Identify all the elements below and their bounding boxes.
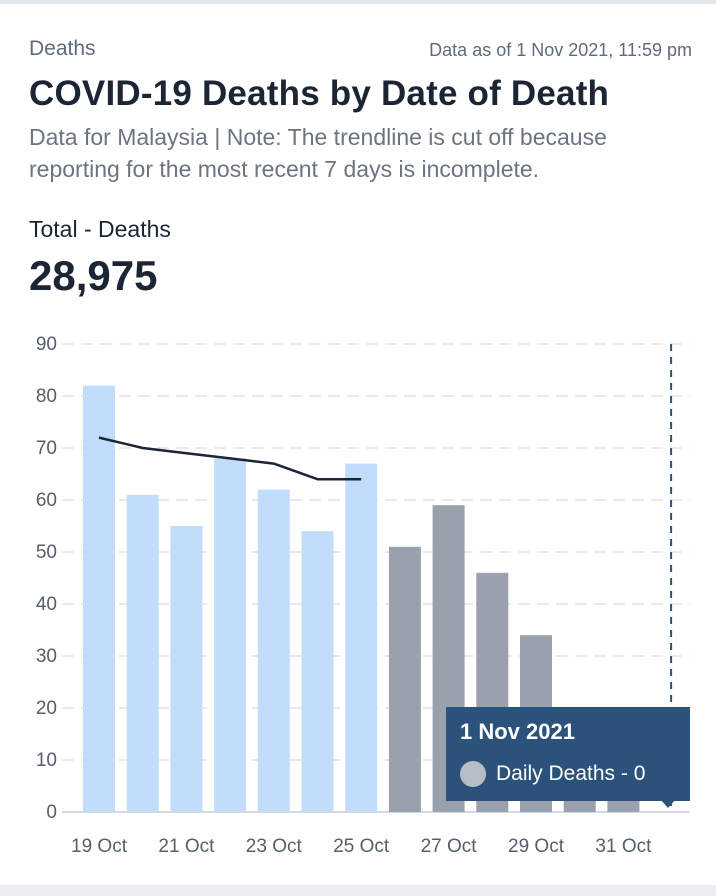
- chart-tooltip: 1 Nov 2021 Daily Deaths - 0: [446, 707, 690, 801]
- x-tick-label: 23 Oct: [246, 836, 303, 857]
- bar[interactable]: [170, 526, 203, 812]
- bar[interactable]: [83, 385, 115, 812]
- total-value: 28,975: [29, 252, 158, 299]
- y-tick-label: 30: [36, 646, 57, 667]
- x-tick-label: 29 Oct: [508, 836, 565, 857]
- chart-description: Data for Malaysia | Note: The trendline …: [29, 124, 607, 182]
- tooltip-arrow-icon: [660, 799, 676, 808]
- y-tick-label: 20: [36, 698, 57, 719]
- tooltip-date: 1 Nov 2021: [460, 719, 575, 744]
- bar[interactable]: [214, 458, 247, 812]
- y-tick-label: 80: [36, 386, 57, 407]
- x-tick-label: 27 Oct: [421, 836, 478, 857]
- bar[interactable]: [257, 489, 290, 812]
- bar[interactable]: [388, 546, 421, 812]
- tooltip-row: Daily Deaths - 0: [460, 761, 676, 787]
- x-tick-label: 25 Oct: [333, 836, 390, 857]
- bar[interactable]: [301, 531, 334, 812]
- bar[interactable]: [345, 463, 378, 812]
- y-tick-label: 50: [36, 542, 57, 563]
- y-tick-label: 60: [36, 490, 57, 511]
- y-tick-label: 0: [46, 802, 57, 823]
- page-title: COVID-19 Deaths by Date of Death: [29, 74, 610, 113]
- x-tick-label: 21 Oct: [158, 836, 215, 857]
- bar[interactable]: [126, 494, 159, 812]
- x-tick-label: 19 Oct: [71, 836, 128, 857]
- tooltip-series-label: Daily Deaths - 0: [496, 762, 646, 785]
- y-tick-label: 70: [36, 438, 57, 459]
- x-tick-label: 31 Oct: [595, 836, 652, 857]
- total-label: Total - Deaths: [29, 216, 171, 242]
- y-tick-label: 90: [36, 334, 57, 355]
- y-tick-label: 10: [36, 750, 57, 771]
- deaths-bar-chart[interactable]: 0 10 20 30 40 50 60 70 80 90 19 Oct 21 Oct 23 Oct 25 …: [0, 324, 716, 864]
- trendline: [98, 436, 362, 481]
- y-tick-label: 40: [36, 594, 57, 615]
- card-category: Deaths: [29, 37, 96, 60]
- data-updated-timestamp: Data as of 1 Nov 2021, 11:59 pm: [429, 40, 692, 60]
- legend-dot-icon: [460, 761, 486, 787]
